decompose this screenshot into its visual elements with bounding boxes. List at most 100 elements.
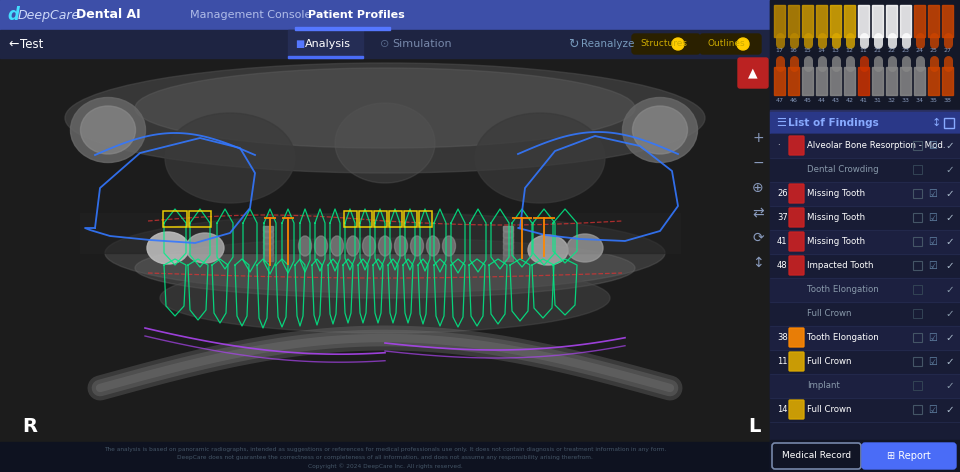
Bar (163, 211, 187, 227)
Bar (80, 213, 680, 253)
Text: ✓: ✓ (945, 261, 953, 271)
Text: Full Crown: Full Crown (807, 405, 852, 414)
Bar (858, 67, 869, 95)
Bar (770, 278, 960, 302)
Bar (942, 67, 953, 95)
Bar (830, 67, 841, 95)
Ellipse shape (881, 6, 899, 24)
Bar (900, 5, 911, 37)
Bar (295, 27, 390, 30)
Ellipse shape (186, 233, 224, 263)
Text: 22: 22 (888, 48, 896, 52)
FancyBboxPatch shape (700, 34, 761, 54)
Bar (913, 213, 922, 222)
Bar (288, 30, 363, 58)
Bar (0, 58, 770, 442)
Text: 21: 21 (874, 48, 881, 52)
Text: 41: 41 (777, 237, 787, 246)
Bar (359, 211, 372, 227)
Ellipse shape (81, 106, 135, 154)
Text: 25: 25 (929, 48, 938, 52)
Text: 23: 23 (901, 48, 909, 52)
Text: ⊕: ⊕ (753, 181, 764, 195)
Ellipse shape (443, 236, 455, 256)
Bar (263, 244, 273, 249)
FancyBboxPatch shape (789, 400, 804, 419)
Text: 14: 14 (818, 48, 826, 52)
Text: ✓: ✓ (945, 165, 953, 175)
Text: 33: 33 (901, 98, 909, 102)
Bar (886, 67, 897, 95)
Bar (858, 5, 869, 37)
Bar (913, 261, 922, 270)
Text: ☰: ☰ (776, 118, 786, 128)
Ellipse shape (330, 236, 344, 256)
Text: Missing Tooth: Missing Tooth (807, 189, 865, 199)
Bar (913, 285, 922, 294)
Text: Outlines: Outlines (708, 40, 746, 49)
Bar (0, 58, 770, 442)
FancyBboxPatch shape (789, 136, 804, 155)
Bar (770, 326, 960, 350)
Text: ·: · (777, 142, 780, 151)
Bar (263, 226, 273, 231)
Text: DeepCare does not guarantee the correctness or completeness of all information, : DeepCare does not guarantee the correctn… (177, 455, 593, 460)
Text: Analysis: Analysis (305, 39, 351, 49)
Ellipse shape (70, 98, 146, 162)
Bar (0, 0, 960, 30)
Text: L: L (748, 418, 760, 437)
Bar (263, 232, 273, 237)
Bar (913, 381, 922, 390)
Bar (844, 67, 855, 95)
Text: ☑: ☑ (928, 189, 937, 199)
Bar (785, 30, 960, 58)
Bar (770, 134, 960, 440)
FancyBboxPatch shape (632, 34, 700, 54)
Text: Reanalyze: Reanalyze (581, 39, 635, 49)
Text: ↻: ↻ (568, 37, 579, 51)
Bar (503, 256, 513, 261)
Bar (913, 141, 922, 150)
Text: ✓: ✓ (945, 405, 953, 415)
Bar (942, 5, 953, 37)
Text: 11: 11 (777, 357, 787, 366)
Text: Test: Test (20, 37, 43, 51)
Bar (503, 244, 513, 249)
Bar (788, 5, 799, 37)
Text: Missing Tooth: Missing Tooth (807, 237, 865, 246)
Text: Dental AI: Dental AI (76, 8, 140, 22)
Bar (913, 333, 922, 342)
FancyBboxPatch shape (789, 208, 804, 227)
Bar (914, 5, 925, 37)
Bar (788, 67, 799, 95)
Ellipse shape (411, 236, 423, 256)
Text: ☑: ☑ (928, 141, 937, 151)
Text: d: d (7, 6, 19, 24)
Text: 24: 24 (916, 48, 924, 52)
Ellipse shape (395, 236, 407, 256)
Ellipse shape (335, 103, 435, 183)
Ellipse shape (105, 213, 665, 293)
Bar (374, 211, 387, 227)
FancyBboxPatch shape (738, 58, 768, 88)
Text: Patient Profiles: Patient Profiles (308, 10, 405, 20)
Text: Implant: Implant (807, 381, 840, 390)
Text: 31: 31 (874, 98, 881, 102)
Ellipse shape (147, 232, 189, 264)
Text: ✓: ✓ (945, 333, 953, 343)
Text: Tooth Elongation: Tooth Elongation (807, 334, 878, 343)
Text: Full Crown: Full Crown (807, 357, 852, 366)
Text: 15: 15 (804, 48, 811, 52)
Text: 47: 47 (776, 98, 783, 102)
Text: 45: 45 (804, 98, 811, 102)
Text: 16: 16 (790, 48, 798, 52)
Text: Management Console: Management Console (190, 10, 311, 20)
Ellipse shape (672, 38, 684, 50)
Text: 🔔: 🔔 (852, 10, 858, 20)
Text: Copyright © 2024 DeepCare Inc. All rights reserved.: Copyright © 2024 DeepCare Inc. All right… (307, 463, 463, 469)
FancyBboxPatch shape (789, 256, 804, 275)
Bar (830, 5, 841, 37)
Bar (263, 256, 273, 261)
Text: 32: 32 (888, 98, 896, 102)
Ellipse shape (363, 236, 375, 256)
